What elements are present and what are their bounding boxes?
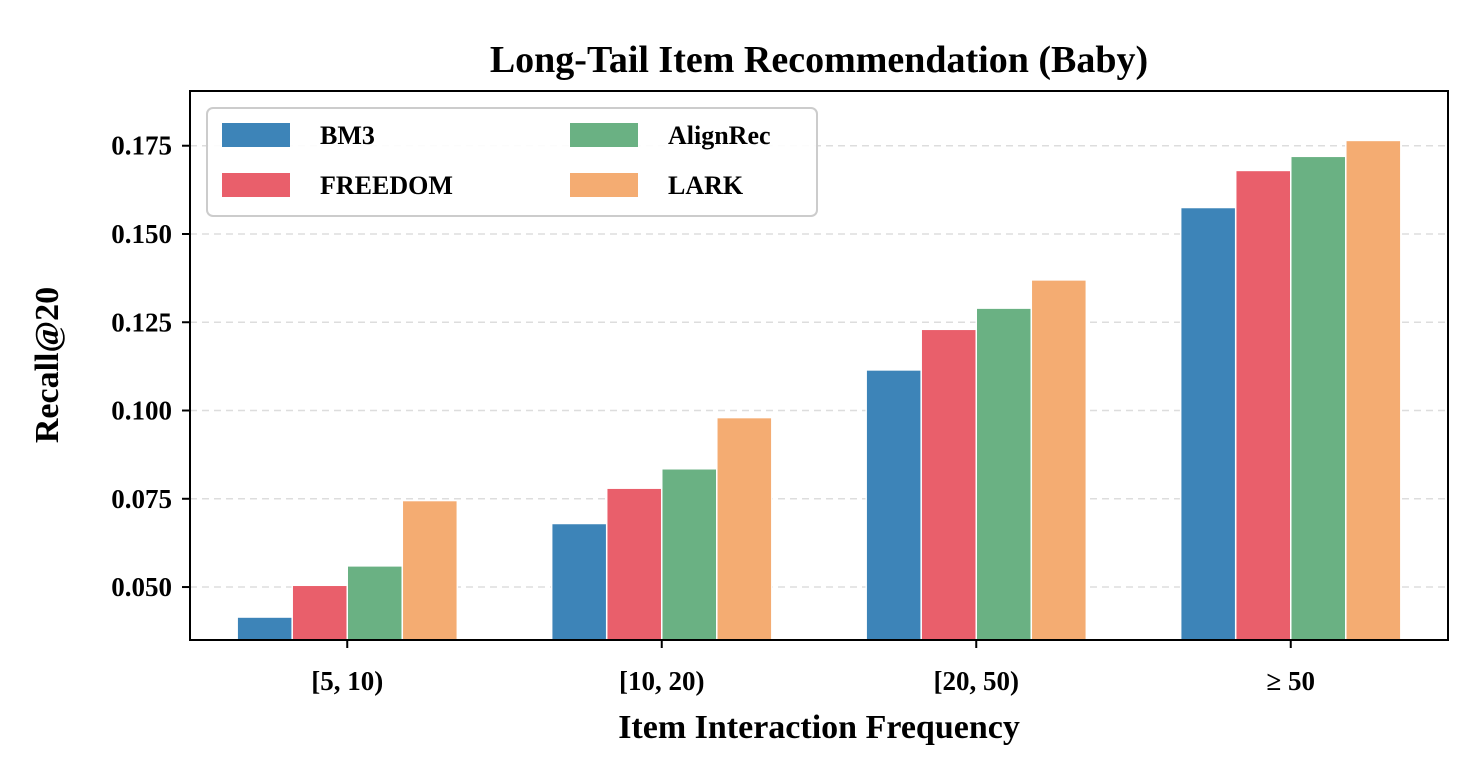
bar-lark-2 <box>1030 279 1088 641</box>
bar-freedom-3 <box>1234 169 1292 641</box>
bar-freedom-2 <box>920 328 978 641</box>
y-tick-label: 0.075 <box>111 484 172 514</box>
bar-alignrec-0 <box>346 565 404 641</box>
bars <box>236 139 1402 641</box>
plot-frame <box>189 90 1449 641</box>
x-tick-label: [10, 20) <box>619 666 704 696</box>
x-tick-label: [5, 10) <box>311 666 383 696</box>
x-tick-label: [20, 50) <box>934 666 1019 696</box>
x-axis-label: Item Interaction Frequency <box>618 709 1020 746</box>
y-tick-label: 0.050 <box>111 572 172 602</box>
bar-alignrec-1 <box>661 468 718 641</box>
legend-label-bm3: BM3 <box>320 121 375 150</box>
axis-ticks: 0.050 0.075 0.100 0.125 0.150 0.175 [5, 10) [10… <box>111 131 1315 696</box>
y-tick-label: 0.175 <box>111 131 172 161</box>
bar-bm3-2 <box>865 369 922 641</box>
legend-label-freedom: FREEDOM <box>320 171 453 200</box>
legend-swatch-freedom <box>222 173 290 197</box>
y-axis-label: Recall@20 <box>29 287 66 443</box>
y-tick-label: 0.100 <box>111 396 172 426</box>
bar-lark-0 <box>401 499 459 641</box>
bar-bm3-1 <box>550 522 608 641</box>
legend-box <box>206 107 818 217</box>
bar-freedom-0 <box>291 584 348 641</box>
legend-swatch-lark <box>570 173 638 197</box>
bar-lark-1 <box>716 416 773 641</box>
y-tick-label: 0.125 <box>111 307 172 337</box>
x-tick-label: ≥ 50 <box>1266 666 1315 696</box>
y-tick-label: 0.150 <box>111 219 172 249</box>
bar-freedom-1 <box>605 487 663 641</box>
legend-label-alignrec: AlignRec <box>668 121 771 150</box>
bar-bm3-0 <box>236 616 293 641</box>
legend-label-lark: LARK <box>668 171 744 200</box>
bar-bm3-3 <box>1179 206 1237 641</box>
chart-title: Long-Tail Item Recommendation (Baby) <box>490 39 1148 81</box>
bar-alignrec-3 <box>1290 155 1347 641</box>
legend: BM3 FREEDOM AlignRec LARK <box>206 107 818 217</box>
legend-swatch-alignrec <box>570 123 638 147</box>
bar-lark-3 <box>1345 139 1402 641</box>
legend-swatch-bm3 <box>222 123 290 147</box>
bar-alignrec-2 <box>975 307 1033 641</box>
